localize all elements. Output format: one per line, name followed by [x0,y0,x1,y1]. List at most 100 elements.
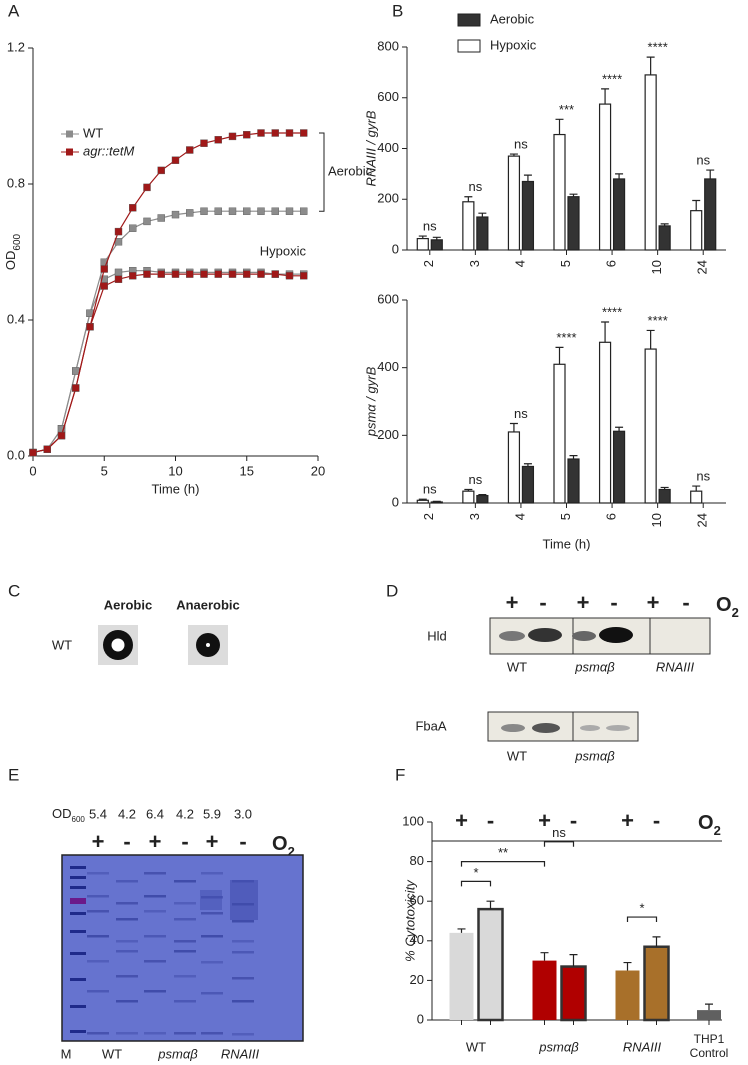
gel-band [144,1032,166,1035]
data-point [86,323,94,331]
gel-band [87,872,109,875]
lane-label: RNAIII [656,659,695,674]
significance: ns [696,153,710,168]
group-label: WT [466,1039,486,1054]
data-point [271,270,279,278]
significance: ns [514,406,528,421]
y-tick-label: 60 [410,893,424,908]
bar [567,458,580,504]
error-bar [569,455,578,460]
gel-band [174,940,196,943]
x-tick-label: 4 [512,260,527,267]
error-bar [692,485,701,492]
error-bar [432,500,441,502]
bar [507,431,521,504]
significance: **** [602,71,622,86]
gel-band [87,910,109,913]
y-tick-label: 400 [377,140,399,155]
x-tick-label: 6 [604,513,619,520]
od-value: 5.9 [203,806,221,821]
gel-band [87,935,109,938]
data-point [285,129,294,137]
bar [521,180,535,251]
data-point [257,270,265,278]
oxygen-sign: - [539,590,546,615]
oxygen-sign: - [487,808,494,833]
gel-band [144,910,166,913]
x-tick-label: 0 [29,463,36,478]
data-point [143,217,151,226]
legend-swatch [457,13,481,27]
growth-curve [32,270,304,454]
data-point [171,270,180,278]
y-tick-label: 0.8 [7,175,25,190]
bar [658,488,671,504]
significance: ns [468,179,482,194]
error-bar [486,900,495,910]
x-tick-label: 2 [421,513,436,520]
lane-label: WT [102,1046,122,1061]
group-label-box: THP1 Control [689,1032,729,1060]
panel-label: D [386,581,398,600]
legend-label: WT [83,125,103,140]
x-tick-label: 5 [101,463,108,478]
error-bar [706,169,715,179]
band [532,723,560,733]
gel-band [174,975,196,978]
y-tick-label: 100 [402,813,424,828]
lane-label: WT [507,748,527,763]
data-point [214,136,222,144]
error-bar [432,236,441,240]
gel-band [232,1033,254,1036]
error-bar [555,346,564,365]
band [499,631,525,641]
data-point [243,130,251,139]
gel-band [144,872,166,875]
data-point [72,367,80,375]
od-text: OD [52,806,72,821]
panel-label: B [392,1,403,20]
y-axis-label-text: OD [3,251,18,271]
group-label: THP1 Control [689,1032,729,1060]
panel-label: F [395,765,405,784]
od-subscript: 600 [72,815,86,824]
condition-text: O [698,812,714,834]
condition-label: Aerobic [104,597,152,612]
significance: **** [648,40,668,55]
y-axis-label-subscript: 600 [12,233,23,250]
oxygen-sign: + [149,829,162,854]
error-bar [615,426,624,432]
data-point [143,270,151,278]
significance-bracket [626,916,658,923]
bar [644,74,657,251]
data-point [271,129,279,137]
legend-marker [66,130,73,138]
y-tick-label: 200 [377,427,399,442]
gel-band [116,1032,138,1035]
error-bar [478,493,487,496]
bar [690,490,703,504]
error-bar [418,498,427,501]
error-bar [523,463,532,467]
data-point [157,214,165,222]
x-tick-label: 10 [649,513,664,527]
gel-band [116,950,138,953]
error-bar [615,173,624,179]
bar [615,970,640,1020]
bar [567,196,580,251]
gel-band [87,990,109,993]
annotation: Hypoxic [260,244,307,259]
protein-label: FbaA [415,718,446,733]
significance: ns [423,218,437,233]
data-point [214,270,222,278]
ladder-band [70,886,86,889]
data-point [200,270,208,278]
x-tick-label: 15 [240,463,254,478]
legend-marker [66,148,73,156]
bar [532,960,557,1020]
bar [643,945,670,1022]
error-bar [478,212,487,218]
data-point [114,275,123,283]
data-point [157,270,165,278]
gel-band [232,920,254,923]
